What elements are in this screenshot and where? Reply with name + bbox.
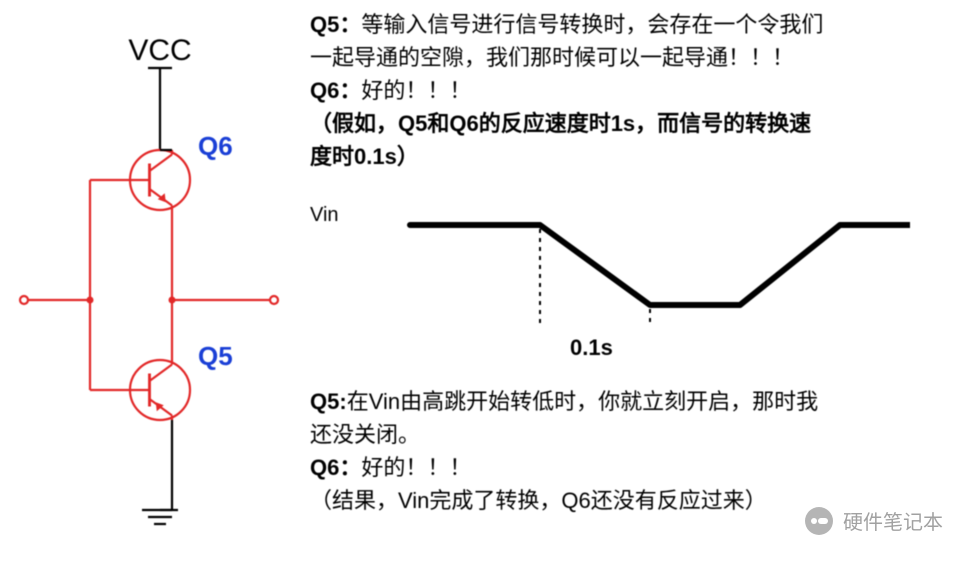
q5-speaker-2: Q5: [310,389,347,414]
circuit-diagram: VCC Q6 Q5 [10,20,290,540]
q6-speaker-1: Q6： [310,78,361,103]
svg-text:0.1s: 0.1s [570,335,613,360]
q5-line-3: 在Vin由高跳开始转低时，你就立刻开启，那时我 [347,389,818,414]
waveform-diagram: 0.1s [370,195,910,365]
svg-text:Q6: Q6 [198,131,233,161]
assumption-line-1: （假如，Q5和Q6的反应速度时1s，而信号的转换速 [310,107,960,140]
q6-line-2: 好的！！！ [361,455,471,480]
dialogue-top: Q5：等输入信号进行信号转换时，会存在一个令我们 一起导通的空隙，我们那时候可以… [310,8,960,173]
circuit-svg: VCC Q6 Q5 [10,20,290,540]
waveform-svg: 0.1s [370,195,910,365]
q5-line-2: 一起导通的空隙，我们那时候可以一起导通！！！ [310,41,960,74]
q5-speaker-1: Q5： [310,12,361,37]
watermark-text: 硬件笔记本 [843,506,943,535]
vin-label: Vin [310,200,339,230]
dialogue-bottom: Q5:在Vin由高跳开始转低时，你就立刻开启，那时我 还没关闭。 Q6：好的！！… [310,385,960,517]
q5-line-4: 还没关闭。 [310,418,960,451]
q5-line-1: 等输入信号进行信号转换时，会存在一个令我们 [361,12,823,37]
svg-text:Q5: Q5 [198,341,233,371]
assumption-line-2: 度时0.1s） [310,140,960,173]
q6-speaker-2: Q6： [310,455,361,480]
wechat-icon [805,507,833,535]
q6-line-1: 好的！！！ [361,78,471,103]
svg-text:VCC: VCC [128,34,191,67]
watermark: 硬件笔记本 [805,506,943,535]
